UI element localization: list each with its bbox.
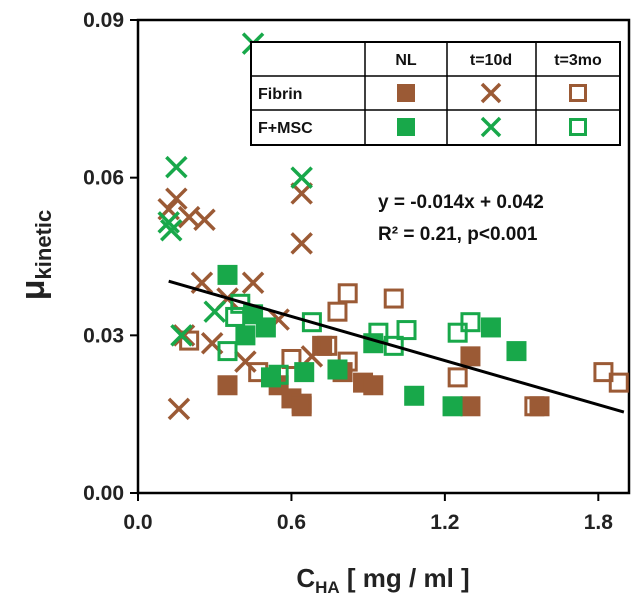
data-point: [460, 396, 481, 417]
data-point: [281, 348, 302, 369]
data-point: [593, 362, 614, 383]
data-point: [294, 362, 315, 383]
data-point: [396, 320, 417, 341]
y-axis-label-sub: kinetic: [31, 210, 56, 280]
legend-marker: [569, 84, 587, 102]
data-point: [442, 396, 463, 417]
data-point: [447, 367, 468, 388]
data-point: [383, 288, 404, 309]
regression-line: [168, 279, 625, 414]
regression-equation: y = -0.014x + 0.042: [378, 192, 544, 213]
legend-marker: [480, 82, 502, 104]
y-tick-label: 0.00: [83, 482, 124, 505]
x-tick-label: 1.8: [584, 511, 614, 534]
legend-box: [250, 41, 621, 146]
data-point: [291, 396, 312, 417]
data-point: [460, 312, 481, 333]
data-point: [506, 341, 527, 362]
data-point: [608, 372, 629, 393]
y-axis-label-main: μ: [14, 279, 52, 300]
data-point: [290, 166, 313, 189]
data-point: [337, 283, 358, 304]
data-point: [363, 375, 384, 396]
data-point: [160, 218, 183, 242]
data-point: [157, 211, 180, 234]
data-point: [170, 324, 193, 347]
data-point: [317, 335, 338, 356]
legend-row-fibrin: Fibrin: [258, 86, 302, 103]
legend-col-nl: NL: [395, 52, 417, 69]
data-point: [480, 317, 501, 338]
data-point: [301, 312, 322, 333]
x-tick-label: 0.0: [123, 511, 152, 534]
x-tick-label: 1.2: [430, 511, 459, 534]
x-axis: 0.0 0.6 1.2 1.8: [123, 493, 613, 534]
data-point: [217, 341, 238, 362]
data-point: [179, 330, 200, 351]
data-point: [460, 346, 481, 367]
legend: NL t=10d t=3mo Fibrin F+MSC: [250, 41, 621, 146]
y-axis: 0.00 0.03 0.06 0.09: [83, 9, 138, 505]
legend-marker: [397, 84, 415, 102]
data-point: [193, 208, 216, 231]
x-axis-label: CHA [ mg / ml ]: [296, 563, 469, 597]
data-point: [290, 232, 313, 255]
data-point: [203, 300, 226, 323]
data-point: [234, 350, 257, 373]
x-axis-label-rest: [ mg / ml ]: [340, 563, 470, 593]
y-tick-label: 0.03: [83, 324, 124, 347]
y-tick-label: 0.09: [83, 9, 124, 32]
regression-stats: R² = 0.21, p<0.001: [378, 224, 538, 245]
y-tick-label: 0.06: [83, 167, 124, 190]
data-point: [255, 317, 276, 338]
data-point: [529, 396, 550, 417]
data-point: [383, 335, 404, 356]
data-point: [172, 324, 196, 347]
legend-col-10d: t=10d: [470, 52, 512, 69]
legend-marker: [480, 116, 502, 138]
x-axis-label-sub: HA: [315, 578, 340, 597]
data-point: [327, 301, 348, 322]
data-point: [241, 271, 265, 295]
data-point: [268, 364, 289, 385]
data-point: [447, 322, 468, 343]
legend-col-3mo: t=3mo: [554, 52, 602, 69]
data-point: [167, 397, 191, 421]
x-axis-label-main: C: [296, 563, 315, 593]
data-point: [217, 375, 238, 396]
data-point: [165, 155, 188, 179]
data-points: [157, 32, 629, 421]
data-point: [404, 385, 425, 406]
legend-marker: [397, 118, 415, 136]
data-point: [165, 187, 188, 210]
x-tick-label: 0.6: [277, 511, 306, 534]
legend-row-fmsc: F+MSC: [258, 120, 313, 137]
regression-line-group: [168, 279, 625, 414]
y-axis-label: μkinetic: [14, 210, 56, 301]
legend-marker: [569, 118, 587, 136]
data-point: [225, 306, 246, 327]
data-point: [524, 396, 545, 417]
svg-text:μkinetic: μkinetic: [14, 210, 56, 301]
data-point: [327, 359, 348, 380]
data-point: [235, 325, 256, 346]
data-point: [217, 264, 238, 285]
